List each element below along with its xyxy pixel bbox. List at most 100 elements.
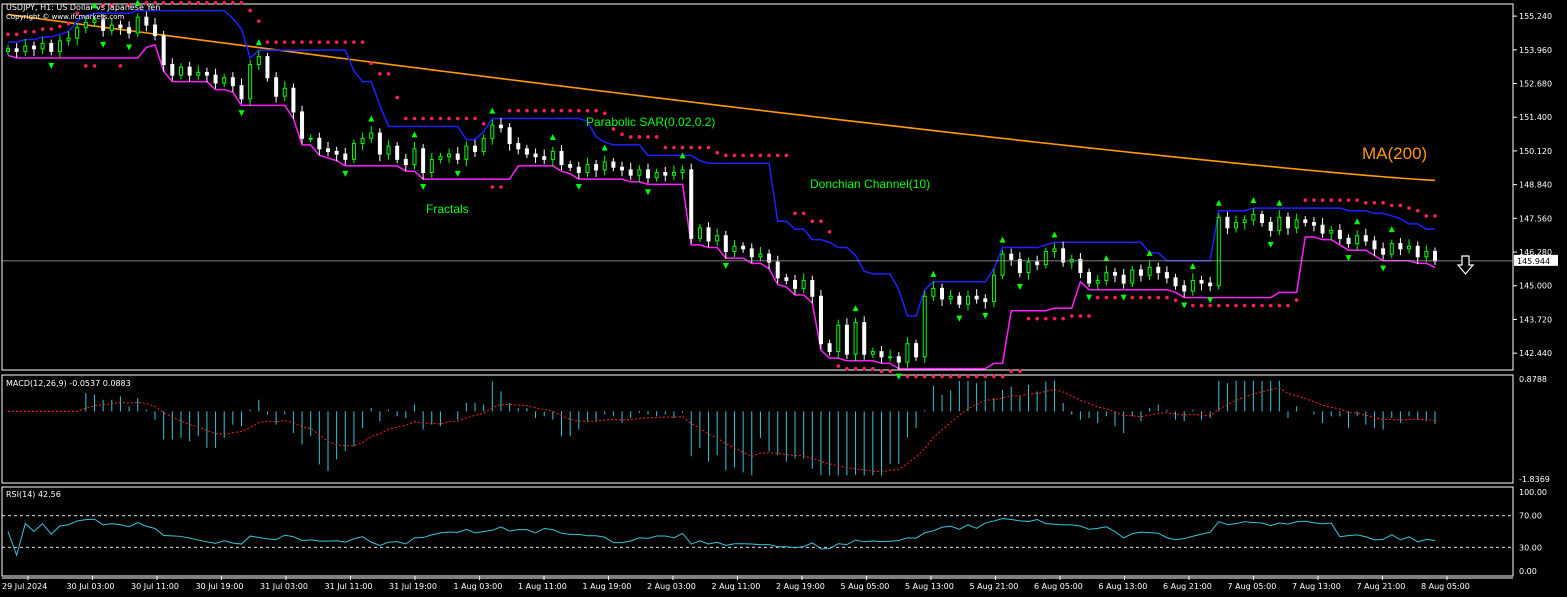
sar-dot <box>732 153 737 158</box>
sar-dot <box>222 0 227 5</box>
candle-body <box>291 87 296 113</box>
fractal-up <box>411 131 418 138</box>
candle-body <box>395 145 400 160</box>
candle-body <box>533 153 538 158</box>
sar-dot <box>516 108 521 113</box>
sar-dot <box>715 150 719 155</box>
price-tick-label: 150.120 <box>1519 147 1552 156</box>
candle-body <box>749 248 754 258</box>
candle-body <box>948 295 953 300</box>
candle-body <box>481 137 486 152</box>
candle-body <box>1355 235 1360 245</box>
candle-body <box>187 66 192 76</box>
fractal-down <box>575 184 582 190</box>
candle-body <box>931 287 936 297</box>
sar-dot <box>317 40 322 44</box>
panel-frame <box>1 486 1514 577</box>
candle-body <box>429 158 434 174</box>
fractal-up <box>930 270 937 277</box>
candle-body <box>758 253 763 258</box>
rsi-tick-label: 70.00 <box>1519 512 1542 521</box>
sar-dot <box>663 145 668 150</box>
sar-dot <box>1061 316 1065 321</box>
time-tick-label: 5 Aug 05:00 <box>841 582 890 591</box>
candle-body <box>637 169 642 176</box>
sar-dot <box>1018 369 1022 374</box>
candle-body <box>248 64 253 100</box>
sar-dot <box>724 153 728 158</box>
fractal-down <box>1181 302 1188 309</box>
candles <box>6 11 1437 370</box>
sar-dot <box>914 374 918 379</box>
sar-dot <box>1407 206 1411 210</box>
macd-signal-line <box>8 387 1436 473</box>
sar-dot <box>464 116 469 121</box>
candle-body <box>723 235 728 253</box>
sar-dot <box>871 366 875 371</box>
candle-body <box>1268 222 1273 231</box>
sar-dot <box>992 374 996 379</box>
sar-dot <box>84 64 88 68</box>
candle-body <box>1000 253 1005 276</box>
sar-dot <box>6 32 10 37</box>
candle-body <box>447 153 452 158</box>
time-tick-label: 2 Aug 19:00 <box>776 582 825 591</box>
sar-dot <box>1087 314 1091 318</box>
fractal-up <box>489 107 496 114</box>
candle-body <box>585 164 590 174</box>
time-tick-label: 5 Aug 13:00 <box>905 582 954 591</box>
candle-body <box>377 132 382 155</box>
candle-body <box>680 169 685 174</box>
sar-dot <box>170 0 175 5</box>
fractal-down <box>126 44 133 51</box>
price-tick-label: 153.960 <box>1519 46 1552 55</box>
candle-body <box>1208 282 1213 287</box>
sar-dot <box>308 40 313 44</box>
candle-body <box>66 37 71 42</box>
fractal-up <box>1276 199 1283 206</box>
candle-body <box>767 253 772 263</box>
chart-labels: MA(200) Parabolic SAR(0.02,0.2) Donchian C… <box>6 115 1475 499</box>
sar-dot <box>455 116 460 121</box>
sar-dot <box>948 374 953 379</box>
candle-body <box>801 279 806 289</box>
candle-body <box>1104 272 1109 281</box>
fractals-label: Fractals <box>426 202 469 216</box>
candle-body <box>101 19 106 31</box>
sar-dot <box>386 71 391 76</box>
candle-body <box>957 295 962 305</box>
sar-dot <box>1251 303 1256 308</box>
ma200-path <box>7 13 1436 182</box>
candle-body <box>464 145 469 160</box>
candle-body <box>1346 237 1351 245</box>
sar-dot <box>447 116 451 121</box>
fractal-down <box>895 373 902 380</box>
sar-dot <box>187 0 192 5</box>
candle-body <box>983 298 988 303</box>
candle-body <box>1164 272 1169 279</box>
sar-dot <box>23 29 28 34</box>
fractal-down <box>1267 241 1274 248</box>
sar-dot <box>1364 200 1368 205</box>
sar-dot <box>343 40 348 44</box>
sar-dot <box>827 229 832 234</box>
fractal-down <box>238 110 245 117</box>
candle-body <box>127 27 132 34</box>
candle-body <box>905 343 910 363</box>
sar-dot <box>637 135 642 139</box>
candle-body <box>922 295 927 358</box>
candle-body <box>741 245 746 250</box>
time-tick-label: 2 Aug 03:00 <box>647 582 696 591</box>
candle-body <box>827 343 832 353</box>
sar-dot <box>404 116 408 121</box>
sar-dot <box>741 153 745 158</box>
candle-body <box>1173 277 1178 287</box>
sar-dot <box>1329 198 1334 202</box>
sar-dot <box>1147 295 1152 300</box>
sar-dot <box>14 32 19 37</box>
candle-body <box>706 227 711 242</box>
sar-dot <box>1433 214 1437 218</box>
donchian-lower <box>7 43 1436 370</box>
sar-dot <box>291 40 296 44</box>
